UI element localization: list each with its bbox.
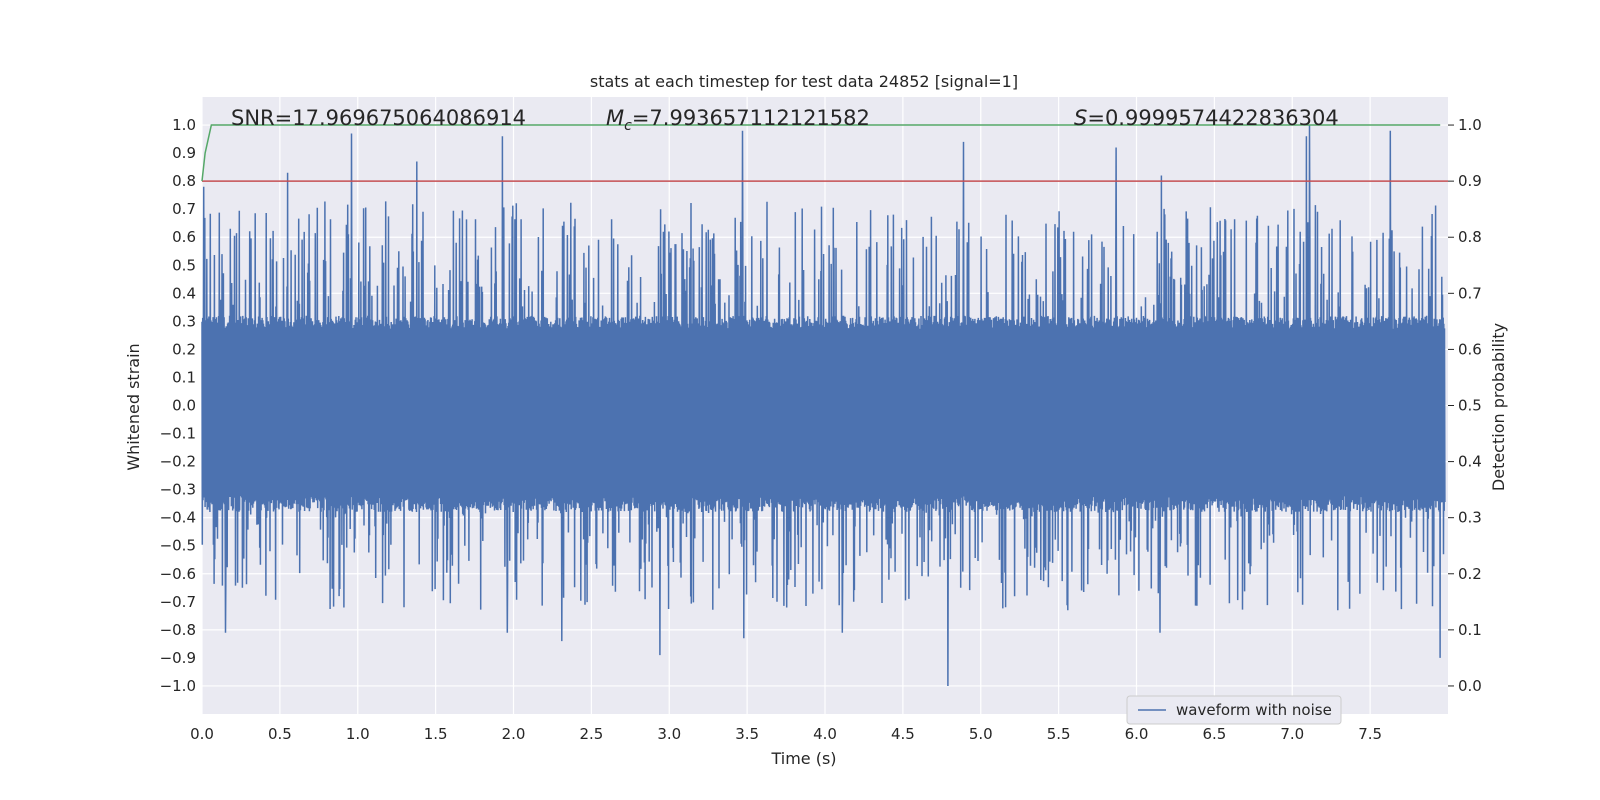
y2-tick-label: 0.4 xyxy=(1458,453,1482,471)
y2-tick-label: 0.5 xyxy=(1458,397,1482,415)
y2-tick-label: 0.8 xyxy=(1458,228,1482,246)
x-tick-label: 0.5 xyxy=(268,725,292,743)
x-tick-label: 0.0 xyxy=(190,725,214,743)
y2-axis-label: Detection probability xyxy=(1489,323,1508,491)
x-tick-label: 2.5 xyxy=(579,725,603,743)
y2-tick-label: 1.0 xyxy=(1458,116,1482,134)
y-tick-label: 0.8 xyxy=(172,172,196,190)
x-tick-label: 6.0 xyxy=(1125,725,1149,743)
y-tick-label: −0.7 xyxy=(160,593,196,611)
y-tick-label: −0.1 xyxy=(160,425,196,443)
y-tick-label: 0.1 xyxy=(172,368,196,386)
y-tick-label: 0.9 xyxy=(172,144,196,162)
x-tick-label: 1.5 xyxy=(424,725,448,743)
y-tick-label: −0.5 xyxy=(160,537,196,555)
x-tick-label: 3.5 xyxy=(735,725,759,743)
x-tick-label: 2.0 xyxy=(502,725,526,743)
y-tick-label: −1.0 xyxy=(160,677,196,695)
y2-axis-ticks: 1.0 0.9 0.8 0.7 0.6 0.5 0.4 0.3 0.2 0.1 0.0 xyxy=(1448,116,1482,695)
y-tick-label: 0.4 xyxy=(172,284,196,302)
y2-tick-label: 0.6 xyxy=(1458,340,1482,358)
x-axis-label: Time (s) xyxy=(770,749,836,768)
x-tick-label: 7.0 xyxy=(1280,725,1304,743)
x-tick-label: 4.0 xyxy=(813,725,837,743)
s-annotation: S=0.9999574422836304 xyxy=(1074,106,1339,130)
y-axis-ticks: 1.0 0.9 0.8 0.7 0.6 0.5 0.4 0.3 0.2 0.1 0.0 −0.1 −0.… xyxy=(160,116,196,695)
s-value: =0.9999574422836304 xyxy=(1087,106,1338,130)
chirp-mass-annotation: Mc=7.993657112121582 xyxy=(606,106,870,134)
y2-tick-label: 0.0 xyxy=(1458,677,1482,695)
y-tick-label: −0.9 xyxy=(160,649,196,667)
mc-value: =7.993657112121582 xyxy=(632,106,870,130)
snr-annotation: SNR=17.969675064086914 xyxy=(231,106,526,130)
y2-tick-label: 0.2 xyxy=(1458,565,1482,583)
legend-box xyxy=(1126,695,1342,725)
x-tick-label: 5.5 xyxy=(1047,725,1071,743)
x-tick-label: 4.5 xyxy=(891,725,915,743)
y-tick-label: −0.3 xyxy=(160,481,196,499)
x-tick-label: 7.5 xyxy=(1358,725,1382,743)
y2-tick-label: 0.1 xyxy=(1458,621,1482,639)
x-axis-ticks: 0.0 0.5 1.0 1.5 2.0 2.5 3.0 3.5 4.0 4.5 5.0 5.5 6.0 6… xyxy=(190,725,1382,743)
x-tick-label: 6.5 xyxy=(1202,725,1226,743)
waveform-series xyxy=(201,124,1446,687)
legend: waveform with noise xyxy=(1126,695,1342,725)
y-axis-label: Whitened strain xyxy=(124,343,143,470)
y-tick-label: −0.2 xyxy=(160,453,196,471)
x-tick-label: 3.0 xyxy=(657,725,681,743)
y-tick-label: 0.0 xyxy=(172,397,196,415)
s-symbol: S xyxy=(1074,106,1087,130)
y-tick-label: −0.6 xyxy=(160,565,196,583)
y-tick-label: 0.6 xyxy=(172,228,196,246)
y2-tick-label: 0.7 xyxy=(1458,284,1482,302)
mc-subscript: c xyxy=(624,118,632,134)
x-tick-label: 1.0 xyxy=(346,725,370,743)
y2-tick-label: 0.3 xyxy=(1458,509,1482,527)
y-tick-label: 0.5 xyxy=(172,256,196,274)
mc-symbol: M xyxy=(606,106,624,130)
chart-title: stats at each timestep for test data 248… xyxy=(590,72,1018,91)
y-tick-label: −0.4 xyxy=(160,509,196,527)
x-tick-label: 5.0 xyxy=(969,725,993,743)
detection-probability-line xyxy=(201,124,1441,182)
y-tick-label: 0.2 xyxy=(172,340,196,358)
y-tick-label: 0.7 xyxy=(172,200,196,218)
y-tick-label: −0.8 xyxy=(160,621,196,639)
y2-tick-label: 0.9 xyxy=(1458,172,1482,190)
waveform-line xyxy=(201,124,1446,687)
legend-label: waveform with noise xyxy=(1176,701,1332,719)
y-tick-label: 0.3 xyxy=(172,312,196,330)
y-tick-label: 1.0 xyxy=(172,116,196,134)
